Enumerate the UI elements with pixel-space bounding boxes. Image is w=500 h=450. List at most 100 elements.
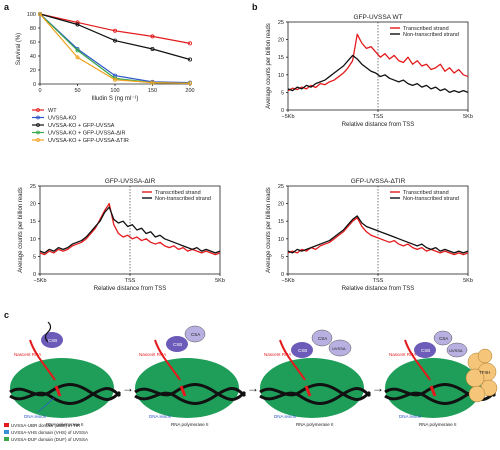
data-point [187, 57, 192, 62]
arrow-icon: → [372, 381, 384, 395]
legend-label: Non-transcribed strand [155, 196, 211, 202]
x-tick-label: TSS [373, 278, 384, 284]
csa-protein [311, 329, 333, 347]
csb-protein [166, 336, 188, 352]
dna-strand [259, 383, 372, 401]
data-point [38, 11, 43, 16]
data-point [187, 81, 192, 86]
dna-strand [9, 383, 122, 401]
lesion-label: DNA lesion [274, 414, 297, 419]
stage-1: CSB Nascent RNA DNA lesion RNA polymeras… [9, 321, 122, 427]
x-tick-label: 5Kb [215, 278, 225, 284]
legend-text: UVSSA-VHS domain (VHS) of UVSSA [11, 430, 88, 435]
x-tick-label: TSS [373, 114, 384, 120]
y-tick-label: 15 [278, 55, 284, 61]
nascent-label: Nascent RNA [389, 352, 416, 357]
rnap-label: RNA polymerase II [296, 422, 334, 427]
dna-strand [259, 387, 372, 405]
y-tick-label: 20 [278, 202, 284, 208]
legend-label: UVSSA-KO + GFP-UVSSA-ΔIR [48, 131, 126, 137]
x-tick-label: TSS [125, 278, 136, 284]
rnap-label: RNA polymerase II [46, 422, 84, 427]
csa-protein [184, 325, 206, 343]
legend-marker [36, 138, 40, 142]
series-line [39, 13, 191, 61]
data-point [113, 28, 118, 33]
csb-label: CSB [298, 348, 307, 353]
legend-text: UVSSA-UBR domain (UBR) in TIR [11, 423, 81, 428]
series-line [39, 13, 191, 44]
series-line [287, 215, 469, 254]
y-tick-label: 5 [281, 90, 284, 96]
legend-label: UVSSA-KO + GFP-UVSSA [48, 123, 115, 129]
data-point [187, 41, 192, 46]
lesion-pointer [37, 397, 55, 413]
y-tick-label: 0 [281, 108, 284, 114]
nascent-rna [154, 339, 181, 381]
x-tick-label: 150 [148, 88, 157, 94]
nascent-rna [29, 339, 56, 381]
nascent-rna [279, 339, 306, 381]
rnap-body [135, 358, 239, 418]
y-tick-label: 60 [30, 40, 36, 46]
x-tick-label: −5Kb [34, 278, 47, 284]
legend-label: Non-transcribed strand [403, 32, 459, 38]
y-tick-label: 20 [30, 202, 36, 208]
csb-protein [414, 342, 436, 358]
tc-ner-schematic: CSB Nascent RNA DNA lesion RNA polymeras… [4, 321, 498, 442]
x-tick-label: 0 [38, 88, 41, 94]
data-point [113, 38, 118, 43]
series-line [39, 202, 221, 256]
y-tick-label: 20 [278, 38, 284, 44]
x-tick-label: 5Kb [463, 278, 473, 284]
csa-label: CSA [439, 336, 448, 341]
stage-4: TFIIH CSB CSA UVSSA Nascent RNA DNA lesi… [384, 330, 498, 427]
data-point [75, 55, 80, 60]
y-tick-label: 10 [30, 237, 36, 243]
y-tick-label: 20 [30, 68, 36, 74]
lesion-label: DNA lesion [399, 414, 422, 419]
panel-label-b: b [252, 2, 258, 12]
legend-label: Transcribed strand [155, 190, 201, 196]
lesion-mark [54, 385, 62, 397]
csa-protein [433, 330, 453, 346]
y-tick-label: 0 [33, 272, 36, 278]
series-line [39, 13, 191, 84]
y-tick-label: 5 [33, 254, 36, 260]
uvssa-protein [328, 339, 352, 357]
rnap-body [10, 358, 114, 418]
chart-title: GFP-UVSSA-ΔTIR [351, 178, 406, 185]
csb-label: CSB [48, 338, 57, 343]
dna-strand [9, 387, 122, 405]
series-line [287, 54, 469, 94]
stage-2: CSB CSA Nascent RNA DNA lesion RNA polym… [134, 325, 247, 427]
domain-legend: UVSSA-UBR domain (UBR) in TIR UVSSA-VHS … [4, 423, 88, 442]
data-point [75, 48, 80, 53]
series-line [287, 217, 469, 256]
rnap-label: RNA polymerase II [419, 422, 457, 427]
data-point [113, 77, 118, 82]
csb-label: CSB [173, 342, 182, 347]
series-line [39, 13, 191, 84]
y-axis-label: Average counts per billion reads [18, 187, 24, 273]
survival-chart: 0 20 40 60 80 100 0 50 100 150 200 Illudin S (ng ml… [16, 11, 195, 144]
arrow-icon: → [247, 381, 259, 395]
arrow-icon: → [122, 381, 134, 395]
lesion-mark [429, 385, 437, 397]
panel-label-c: c [4, 310, 9, 320]
legend-marker [36, 115, 40, 120]
legend-marker [36, 108, 40, 112]
y-tick-label: 10 [278, 237, 284, 243]
y-tick-label: 25 [278, 20, 284, 26]
data-point [150, 34, 155, 39]
legend-swatch [4, 437, 9, 441]
lesion-label: DNA lesion [149, 414, 172, 419]
x-tick-label: 5Kb [463, 114, 473, 120]
series-line [39, 206, 221, 254]
y-tick-label: 0 [33, 82, 36, 88]
dna-strand [134, 383, 247, 401]
y-tick-label: 5 [281, 254, 284, 260]
x-axis-label: Relative distance from TSS [94, 286, 167, 292]
legend-label: Non-transcribed strand [403, 196, 459, 202]
